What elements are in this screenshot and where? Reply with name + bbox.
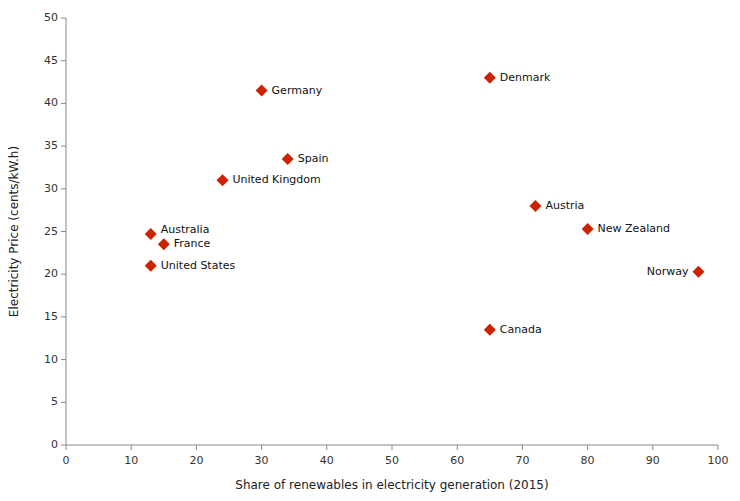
point [158,238,170,250]
chart-container: 0 10 20 30 40 50 60 70 80 90 100 0 5 10 15 20 25 30 35 40 45… [0,0,740,501]
y-tick [61,103,66,104]
point [692,266,704,278]
x-tick [392,445,393,450]
point-label: Denmark [500,71,551,84]
point-label: United Kingdom [232,173,320,186]
x-tick [522,445,523,450]
x-tick-label: 100 [708,454,729,467]
y-tick-label: 5 [51,395,58,408]
x-tick [66,445,67,450]
x-tick-label: 60 [450,454,464,467]
x-tick [652,445,653,450]
x-tick [587,445,588,450]
x-tick-label: 70 [515,454,529,467]
x-tick [457,445,458,450]
x-tick-label: 30 [255,454,269,467]
point-label: Austria [545,199,584,212]
y-tick-label: 30 [44,182,58,195]
x-tick [261,445,262,450]
x-tick [131,445,132,450]
y-tick [61,60,66,61]
y-tick-label: 20 [44,267,58,280]
point-label: Australia [161,223,210,236]
point-label: New Zealand [598,222,670,235]
point [216,174,228,186]
point [145,228,157,240]
y-tick [61,18,66,19]
point [582,223,594,235]
y-tick [61,316,66,317]
y-tick [61,146,66,147]
point [529,200,541,212]
y-tick-label: 0 [51,438,58,451]
point-label: Germany [272,84,323,97]
y-tick-label: 10 [44,353,58,366]
x-tick-label: 10 [124,454,138,467]
x-tick [196,445,197,450]
y-tick [61,231,66,232]
chart: 0 10 20 30 40 50 60 70 80 90 100 0 5 10 15 20 25 30 35 40 45… [0,0,740,501]
point [282,153,294,165]
x-tick-label: 0 [63,454,70,467]
y-tick [61,402,66,403]
y-tick-label: 45 [44,54,58,67]
y-axis-label: Electricity Price (cents/kW.h) [7,146,21,317]
point [484,72,496,84]
x-tick-label: 80 [581,454,595,467]
point [145,260,157,272]
x-tick-label: 90 [646,454,660,467]
x-tick-label: 20 [189,454,203,467]
y-tick-label: 50 [44,11,58,24]
y-tick-label: 35 [44,139,58,152]
y-tick [61,274,66,275]
y-tick-label: 15 [44,310,58,323]
point-label: Norway [647,265,689,278]
point [484,324,496,336]
x-tick-label: 40 [320,454,334,467]
y-tick [61,359,66,360]
point-label: United States [161,259,236,272]
y-tick [61,188,66,189]
y-tick-label: 25 [44,225,58,238]
x-tick [326,445,327,450]
point-label: France [174,237,211,250]
x-tick [718,445,719,450]
point-label: Spain [298,152,329,165]
x-axis-label: Share of renewables in electricity gener… [235,478,548,492]
y-tick-label: 40 [44,96,58,109]
y-tick [61,445,66,446]
point-label: Canada [500,323,542,336]
x-tick-label: 50 [385,454,399,467]
point [256,85,268,97]
points [145,72,705,336]
